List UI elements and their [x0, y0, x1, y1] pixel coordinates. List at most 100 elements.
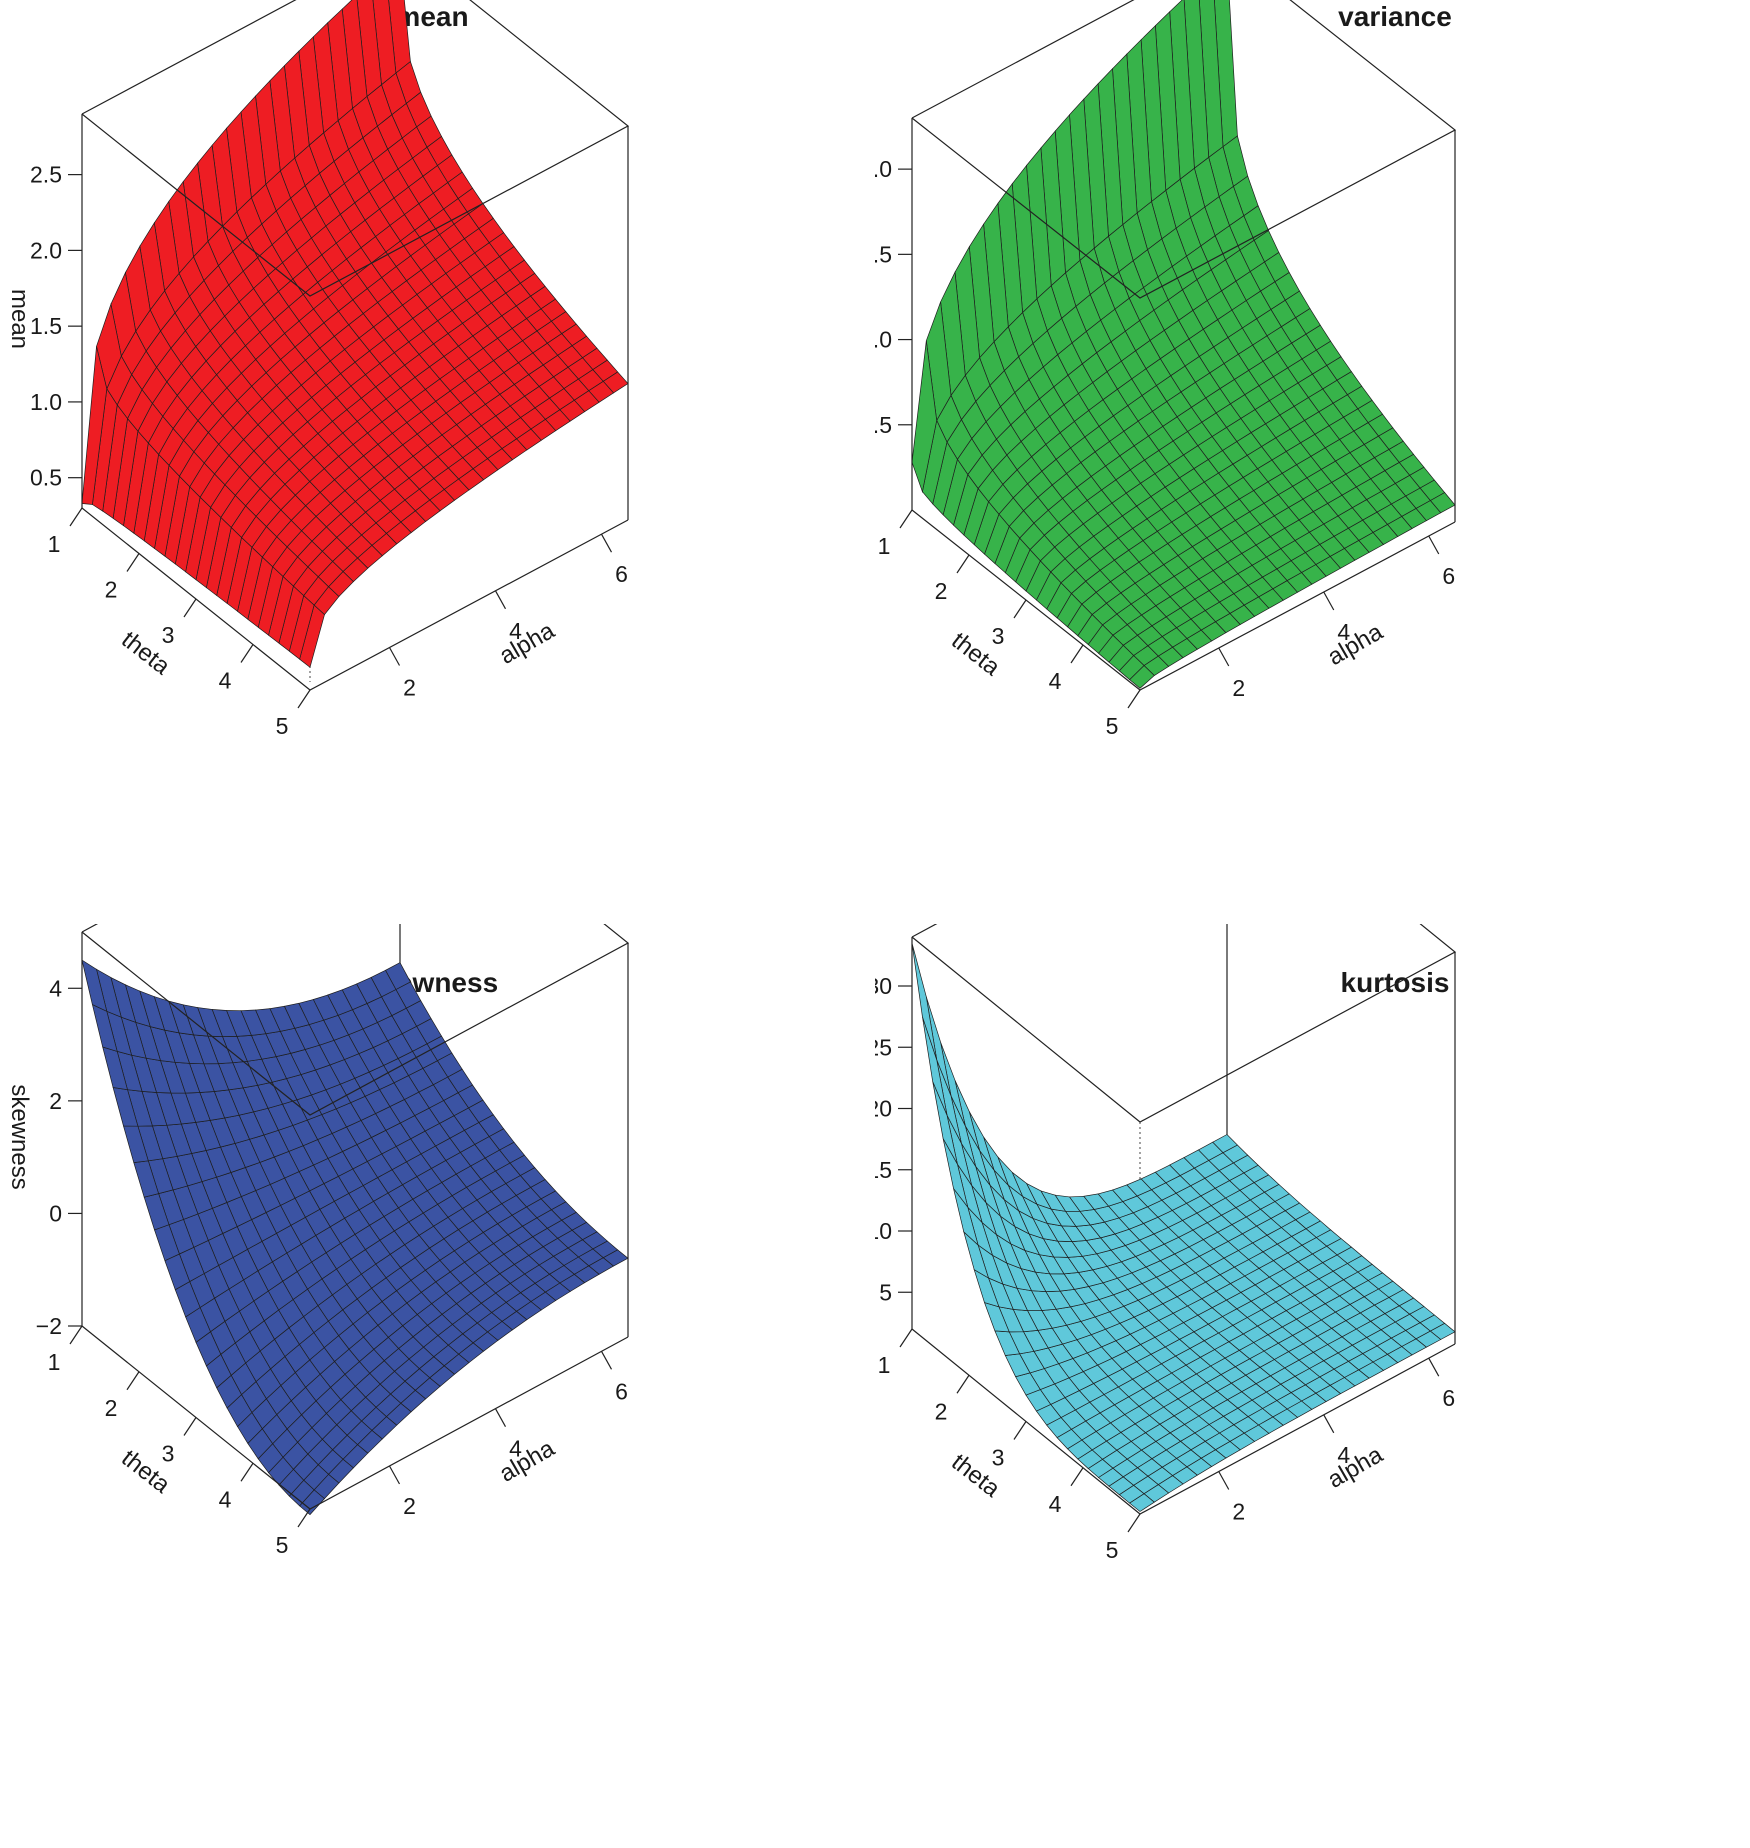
x-tick-label: 1 — [48, 1349, 61, 1375]
y-tick-mark — [388, 647, 401, 666]
y-tick-label: 2 — [403, 675, 416, 701]
x-tick-mark — [183, 598, 197, 618]
y-tick-mark — [494, 1408, 507, 1427]
x-tick-label: 4 — [1049, 668, 1062, 694]
z-tick-label: 2.5 — [30, 162, 62, 188]
surface — [911, 943, 1456, 1512]
y-tick-label: 4 — [509, 1436, 522, 1462]
y-tick-label: 6 — [615, 1378, 628, 1404]
surface — [81, 959, 629, 1516]
y-tick-label: 2 — [1232, 675, 1245, 701]
z-axis: 51015202530kurtosis — [875, 973, 912, 1305]
y-tick-mark — [388, 1465, 401, 1485]
x-tick-mark — [240, 1462, 254, 1482]
x-tick-mark — [297, 689, 311, 709]
z-axis: −2 0 2 4 skewness — [6, 975, 82, 1339]
mean-panel: mean 0.5 1.0 1.5 2.0 2.5 mean 1 2 3 4 5 theta 2 4 6 alp… — [0, 0, 875, 924]
z-tick-label: 1.0 — [30, 389, 62, 415]
x-tick-label: 4 — [1049, 1491, 1062, 1517]
x-tick-mark — [183, 1417, 197, 1436]
z-tick-label: 0.5 — [30, 465, 62, 491]
x-tick-mark — [899, 1328, 913, 1348]
kurtosis-panel: kurtosis 51015202530kurtosis12345theta24… — [875, 924, 1750, 1848]
surface — [911, 0, 1456, 689]
kurtosis-surface-plot: kurtosis 51015202530kurtosis12345theta24… — [875, 924, 1457, 1563]
x-tick-mark — [899, 509, 913, 529]
y-tick-mark — [600, 1351, 613, 1370]
surface-facet — [81, 959, 108, 1012]
x-tick-label: 2 — [105, 1395, 118, 1421]
x-tick-label: 5 — [1106, 713, 1119, 739]
chart-title: mean — [395, 1, 468, 32]
y-tick-mark — [1323, 1414, 1335, 1434]
z-axis: 0.51.01.52.0variance — [875, 156, 912, 438]
z-tick-label: 4 — [49, 975, 62, 1001]
z-tick-label: 2.0 — [30, 237, 62, 263]
x-tick-mark — [69, 507, 83, 527]
z-tick-label: 2.0 — [875, 156, 892, 182]
x-tick-mark — [1127, 1513, 1141, 1533]
z-tick-label: 1.5 — [875, 241, 892, 267]
x-tick-mark — [956, 554, 970, 574]
z-tick-label: 30 — [875, 973, 892, 999]
z-tick-label: 1.5 — [30, 313, 62, 339]
y-tick-mark — [494, 590, 507, 610]
x-tick-mark — [1070, 644, 1084, 664]
y-tick-mark — [1218, 647, 1230, 667]
y-axis-label: alpha — [495, 1435, 560, 1488]
x-tick-label: 5 — [276, 1532, 289, 1558]
mean-surface-plot: mean 0.51.01.52.02.5mean12345theta246alp… — [6, 0, 630, 739]
z-axis-label: mean — [6, 289, 33, 349]
y-tick-label: 2 — [403, 1493, 416, 1519]
x-tick-label: 2 — [935, 578, 948, 604]
chart-title: kurtosis — [1341, 967, 1450, 998]
x-tick-mark — [1013, 599, 1027, 619]
z-tick-label: 10 — [875, 1218, 892, 1244]
surface — [81, 0, 629, 668]
x-tick-mark — [1013, 1421, 1027, 1440]
variance-surface-plot: variance 0.51.01.52.0variance12345theta2… — [875, 0, 1457, 739]
box-top-edges — [911, 0, 1457, 299]
z-axis: 0.5 1.0 1.5 2.0 2.5 mean — [6, 162, 82, 491]
y-tick-label: 4 — [509, 618, 522, 644]
y-tick-label: 6 — [1442, 1385, 1455, 1411]
x-tick-label: 5 — [1106, 1537, 1119, 1563]
z-tick-label: 20 — [875, 1096, 892, 1122]
z-tick-label: 25 — [875, 1034, 892, 1060]
y-tick-mark — [1428, 535, 1440, 555]
x-tick-label: 2 — [935, 1398, 948, 1424]
x-tick-mark — [956, 1374, 970, 1394]
y-axis-label: alpha — [1323, 618, 1388, 671]
y-tick-mark — [600, 533, 613, 553]
chart-title: variance — [1338, 1, 1452, 32]
skewness-panel: skewness −2 0 2 4 skewness 1 2 3 4 5 theta 2 4 6 alpha — [0, 924, 875, 1848]
z-tick-label: −2 — [36, 1313, 62, 1339]
box-top-edges — [911, 924, 1457, 1123]
x-tick-mark — [126, 1371, 140, 1391]
y-tick-label: 6 — [615, 561, 628, 587]
box-top-edges — [81, 924, 630, 1116]
y-tick-label: 2 — [1232, 1499, 1245, 1525]
x-tick-mark — [297, 1508, 311, 1528]
y-tick-mark — [1218, 1471, 1230, 1490]
x-tick-mark — [240, 644, 254, 663]
x-tick-label: 1 — [878, 1352, 891, 1378]
x-tick-label: 3 — [992, 623, 1005, 649]
y-tick-mark — [1323, 591, 1335, 611]
x-tick-label: 3 — [992, 1445, 1005, 1471]
y-tick-label: 4 — [1337, 619, 1350, 645]
y-tick-label: 6 — [1442, 563, 1455, 589]
x-tick-label: 2 — [105, 577, 118, 603]
x-tick-label: 4 — [219, 668, 232, 694]
y-axis: 2 4 6 alpha — [388, 533, 628, 701]
z-tick-label: 1.0 — [875, 327, 892, 353]
x-tick-label: 3 — [162, 1441, 175, 1467]
x-tick-label: 4 — [219, 1486, 232, 1512]
x-tick-mark — [126, 553, 140, 572]
y-axis-label: alpha — [495, 617, 560, 670]
x-tick-label: 3 — [162, 622, 175, 648]
x-tick-mark — [1070, 1467, 1084, 1487]
z-tick-label: 0 — [49, 1200, 62, 1226]
